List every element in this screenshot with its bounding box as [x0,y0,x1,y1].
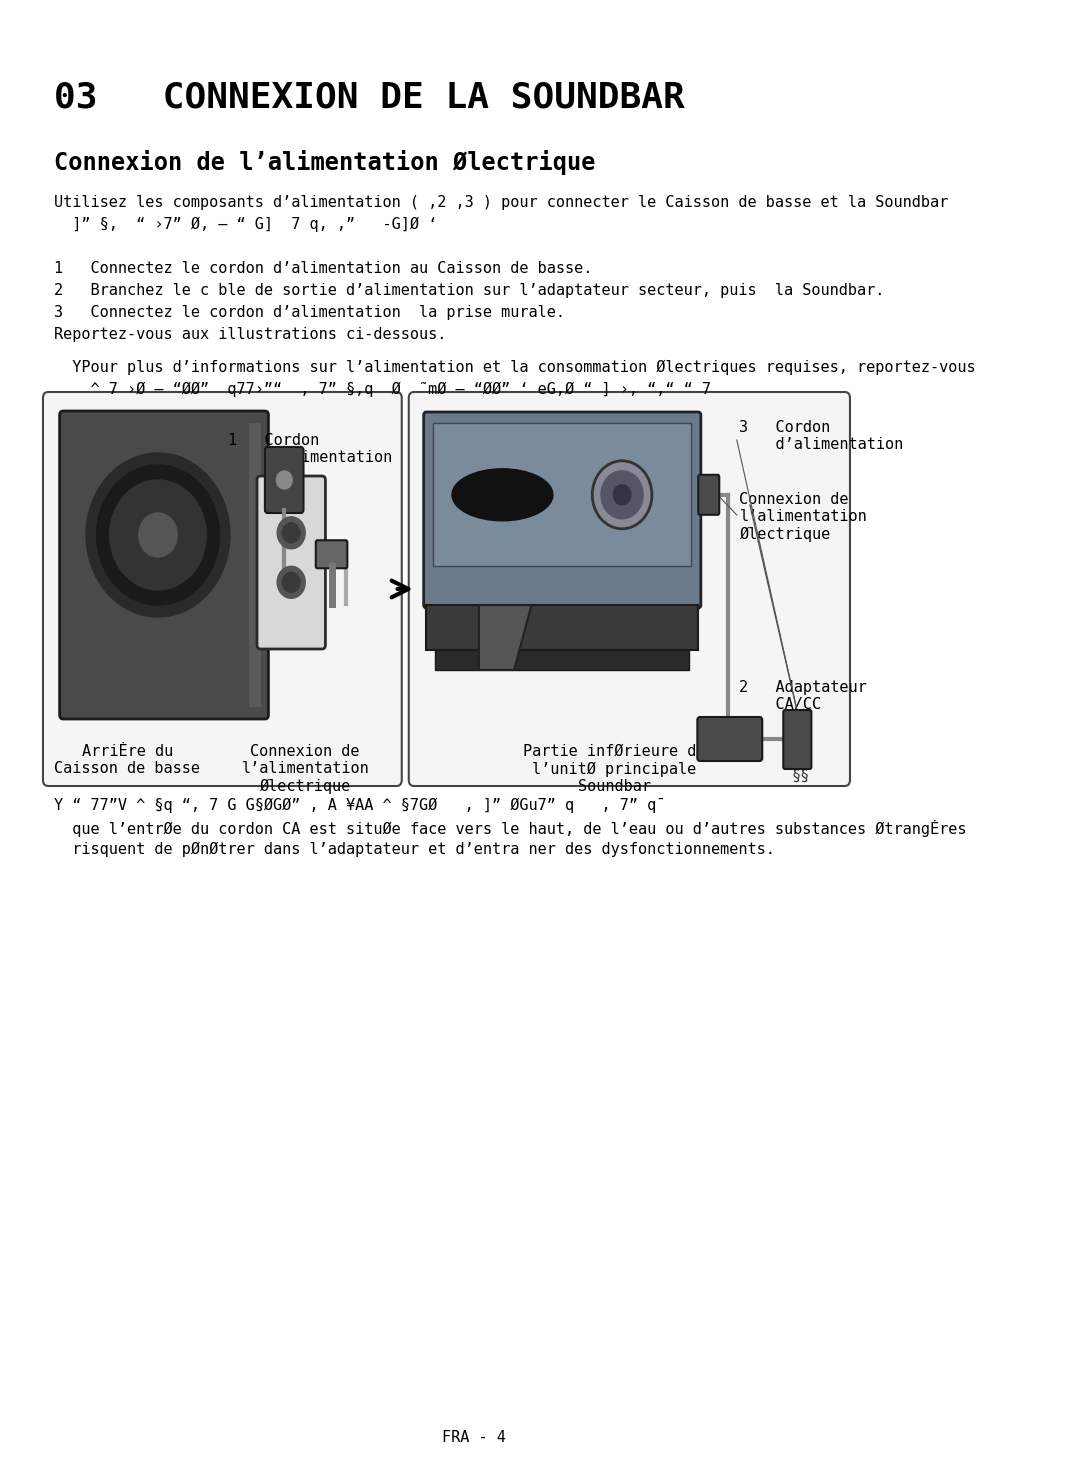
Text: Connexion de
l’alimentation
Ølectrique: Connexion de l’alimentation Ølectrique [740,493,867,543]
Text: 1   Connectez le cordon d’alimentation au Caisson de basse.: 1 Connectez le cordon d’alimentation au … [54,260,593,277]
Text: que l’entrØe du cordon CA est situØe face vers le haut, de l’eau ou d’autres sub: que l’entrØe du cordon CA est situØe fac… [54,819,967,837]
FancyBboxPatch shape [265,447,303,513]
Circle shape [86,453,230,617]
Bar [435,649,689,670]
Circle shape [96,464,219,605]
Text: §§: §§ [792,769,809,784]
Circle shape [276,470,292,490]
Text: 1   Cordon
    d’alimentation: 1 Cordon d’alimentation [228,433,392,466]
Circle shape [602,470,643,519]
Text: Connexion de
l’alimentation
Ølectrique: Connexion de l’alimentation Ølectrique [241,744,369,794]
FancyBboxPatch shape [698,475,719,515]
Text: Connexion de l’alimentation Ølectrique: Connexion de l’alimentation Ølectrique [54,149,596,175]
Text: §§: §§ [278,572,297,590]
Text: YPour plus d’informations sur l’alimentation et la consommation Ølectriques requ: YPour plus d’informations sur l’alimenta… [54,359,976,376]
Text: 2   Adaptateur
    CA/CC: 2 Adaptateur CA/CC [740,680,867,713]
Text: Partie infØrieure de
l’unitØ principale
Soundbar: Partie infØrieure de l’unitØ principale … [523,744,705,794]
Text: ^ 7 ›Ø – “ØØ”  q77›”“  , 7” §,q  Ø  ˜mØ – “ØØ” ‘ eG,Ø “ ] ›, “,“ “ 7: ^ 7 ›Ø – “ØØ” q77›”“ , 7” §,q Ø ˜mØ – “Ø… [54,382,712,398]
Circle shape [278,566,306,599]
Text: 3   Cordon
    d’alimentation: 3 Cordon d’alimentation [740,420,904,453]
Circle shape [613,485,631,504]
Bar [249,423,261,707]
FancyBboxPatch shape [315,540,348,568]
FancyBboxPatch shape [698,717,762,762]
Ellipse shape [453,469,553,521]
Circle shape [138,513,177,558]
FancyBboxPatch shape [408,392,850,785]
FancyBboxPatch shape [423,413,701,608]
FancyBboxPatch shape [257,476,325,649]
FancyBboxPatch shape [783,710,811,769]
FancyBboxPatch shape [43,392,402,785]
Text: 3   Connectez le cordon d’alimentation  la prise murale.: 3 Connectez le cordon d’alimentation la … [54,305,566,319]
Text: Y “ 77”V ^ §q “, 7 G G§ØGØ” , A ¥AA ^ §7GØ   , ]” ØGu7” q   , 7” q¯: Y “ 77”V ^ §q “, 7 G G§ØGØ” , A ¥AA ^ §7… [54,799,665,813]
Text: ]” §,  “ ›7” Ø, – “ G]  7 q, ,”   -G]Ø ‘: ]” §, “ ›7” Ø, – “ G] 7 q, ,” -G]Ø ‘ [54,217,437,232]
Circle shape [283,522,300,543]
Text: FRA - 4: FRA - 4 [442,1430,505,1445]
Circle shape [110,481,206,590]
Circle shape [592,461,652,529]
Text: 03   CONNEXION DE LA SOUNDBAR: 03 CONNEXION DE LA SOUNDBAR [54,80,685,114]
Text: Utilisez les composants d’alimentation ( ,2 ,3 ) pour connecter le Caisson de ba: Utilisez les composants d’alimentation (… [54,195,948,210]
Circle shape [283,572,300,592]
Text: risquent de pØnØtrer dans l’adaptateur et d’entra ner des dysfonctionnements.: risquent de pØnØtrer dans l’adaptateur e… [54,842,775,858]
Text: Reportez-vous aux illustrations ci-dessous.: Reportez-vous aux illustrations ci-desso… [54,327,447,342]
Text: 2   Branchez le c ble de sortie d’alimentation sur l’adaptateur secteur, puis  l: 2 Branchez le c ble de sortie d’alimenta… [54,282,885,297]
FancyBboxPatch shape [59,411,269,719]
Circle shape [278,516,306,549]
Text: ArriĖre du
Caisson de basse: ArriĖre du Caisson de basse [54,744,200,776]
Bar [427,605,698,649]
Polygon shape [478,605,531,670]
Bar [433,423,691,565]
